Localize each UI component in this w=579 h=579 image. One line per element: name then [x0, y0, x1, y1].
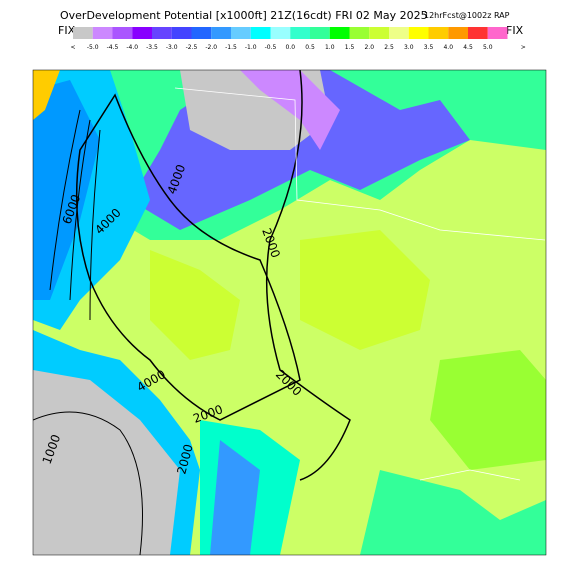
map	[33, 70, 546, 555]
legend-label: 4.5	[463, 44, 473, 51]
legend-label: -1.0	[245, 44, 257, 51]
legend-label: -0.5	[265, 44, 277, 51]
color-box	[310, 27, 330, 39]
color-box	[428, 27, 449, 39]
legend-label: -3.5	[146, 44, 158, 51]
legend-label: 0.5	[305, 44, 315, 51]
subtitle: 12hrFcst@1002z RAP	[424, 11, 510, 20]
legend-label: 1.0	[325, 44, 335, 51]
color-box	[211, 27, 231, 39]
color-box	[73, 27, 93, 39]
color-box	[270, 27, 291, 39]
legend-label: 2.5	[384, 44, 394, 51]
color-box	[290, 27, 310, 39]
legend-label: 3.5	[424, 44, 434, 51]
legend-label: <	[70, 44, 75, 51]
legend-label: >	[521, 44, 526, 51]
legend-label: -4.5	[107, 44, 119, 51]
fix-left: FIX	[58, 24, 76, 37]
color-box	[329, 27, 350, 39]
legend-label: 3.0	[404, 44, 414, 51]
colorbar: < -5.0 -4.5 -4.0 -3.5 -3.0 -2.5 -2.0 -1.5 -1.0 -0.…	[70, 27, 526, 51]
color-box	[389, 27, 409, 39]
legend-label: 2.0	[364, 44, 374, 51]
color-box	[231, 27, 251, 39]
legend-label: 4.0	[443, 44, 453, 51]
legend-label: -3.0	[166, 44, 178, 51]
color-box	[369, 27, 389, 39]
color-box	[250, 27, 271, 39]
legend-label: 1.5	[345, 44, 355, 51]
title: OverDevelopment Potential [x1000ft] 21Z(…	[60, 9, 428, 22]
color-box	[152, 27, 172, 39]
color-box	[349, 27, 370, 39]
color-box	[468, 27, 488, 39]
legend-label: -1.5	[225, 44, 237, 51]
legend-label: 5.0	[483, 44, 493, 51]
legend-label: -4.0	[126, 44, 138, 51]
fix-right: FIX	[506, 24, 524, 37]
color-box	[408, 27, 429, 39]
color-box	[92, 27, 113, 39]
color-box	[448, 27, 468, 39]
legend-label: 0.0	[285, 44, 295, 51]
legend-label: -2.5	[186, 44, 198, 51]
legend-label: -5.0	[87, 44, 99, 51]
color-box	[191, 27, 212, 39]
color-box	[112, 27, 133, 39]
map-frame	[32, 69, 547, 556]
color-box	[171, 27, 192, 39]
color-box	[487, 27, 508, 39]
legend-label: -2.0	[205, 44, 217, 51]
color-box	[132, 27, 152, 39]
